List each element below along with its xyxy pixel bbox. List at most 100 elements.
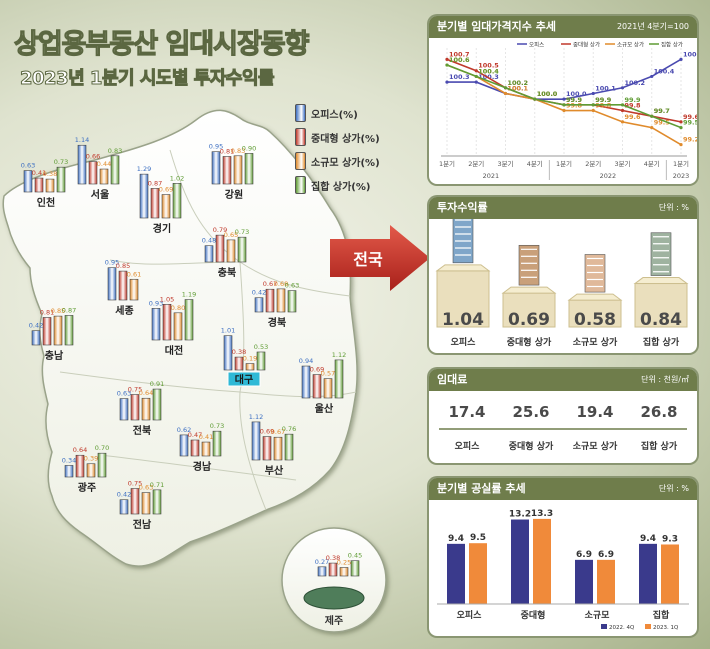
legend-item: 집합 상가(%) [295, 173, 425, 197]
region-bar-value: 0.42 [29, 322, 43, 330]
korea-map: 0.630.410.380.73인천1.140.660.440.83서울1.29… [2, 109, 387, 633]
index-panel-title: 분기별 임대가격지수 추세 [437, 20, 556, 33]
line-point-label: 100.7 [449, 50, 470, 58]
legend-swatch [295, 176, 306, 194]
region-bar-value: 0.62 [177, 426, 191, 434]
region-bar [130, 488, 140, 515]
line-point-label: 100.4 [654, 67, 675, 75]
line-point [474, 69, 478, 73]
region-bar-value: 0.93 [149, 299, 163, 307]
line-point-label: 100.4 [478, 67, 499, 75]
region-bar-value: 0.83 [108, 147, 122, 155]
line-point [503, 91, 508, 96]
line-point [562, 97, 566, 101]
region-bar [107, 267, 117, 301]
returns-pedestal-top [435, 264, 491, 272]
returns-value: 0.84 [640, 310, 682, 330]
region-bar-value: 1.14 [75, 136, 89, 144]
line-point-label: 100.0 [537, 90, 558, 98]
region-bar-value: 0.27 [315, 558, 329, 566]
returns-pedestal-top [501, 286, 557, 294]
region-bar [110, 155, 120, 185]
arrow-label: 전국 [353, 250, 383, 269]
region-bar [53, 315, 63, 346]
index-panel-note: 2021년 4분기=100 [616, 22, 689, 31]
rent-value: 19.4 [576, 403, 613, 421]
region-bar-value: 0.63 [21, 162, 35, 170]
legend-label: 집합 상가(%) [311, 181, 371, 193]
region-bar-value: 0.61 [127, 270, 141, 278]
region-bar [179, 434, 189, 457]
vacancy-bar [511, 519, 529, 604]
region-label: 충남 [45, 349, 64, 362]
region-bar [233, 155, 243, 185]
region-bar-value: 0.87 [148, 179, 162, 187]
line-legend-label: 집합 상가 [661, 41, 683, 49]
line-year-label: 2023 [673, 172, 690, 180]
line-point-label: 100.6 [449, 56, 470, 64]
rent-panel-title: 임대료 [437, 373, 468, 386]
line-point [650, 114, 654, 118]
region-label: 전북 [133, 424, 151, 437]
region-bar [323, 378, 333, 399]
region-bar [254, 297, 264, 313]
region-bar [237, 236, 247, 263]
region-bar [172, 183, 182, 219]
line-point-label: 100.1 [508, 84, 529, 92]
legend-swatch [295, 152, 306, 170]
region-bar-value: 0.80 [171, 304, 185, 312]
region-bar-value: 1.02 [170, 174, 184, 182]
returns-category: 중대형 상가 [507, 336, 552, 348]
region-bar-value: 0.71 [150, 481, 164, 489]
region-label: 부산 [265, 464, 284, 477]
region-bar [150, 188, 160, 219]
region-bar-value: 0.85 [116, 262, 130, 270]
returns-value: 1.04 [442, 310, 484, 330]
line-point-label: 99.9 [595, 96, 612, 104]
line-point [533, 97, 537, 101]
line-point-label: 99.9 [625, 96, 642, 104]
region-bar [184, 299, 194, 341]
region-bar-value: 0.45 [348, 552, 362, 560]
vacancy-bar-value: 13.2 [509, 510, 531, 520]
line-point-label: 99.9 [566, 96, 583, 104]
rent-category: 오피스 [455, 440, 481, 452]
region-bar [287, 290, 297, 313]
line-point [445, 63, 449, 67]
line-point-label: 100.0 [566, 90, 587, 98]
region-bar-value: 1.12 [332, 351, 346, 359]
line-x-tick: 3분기 [497, 159, 513, 168]
legend-item: 중대형 상가(%) [295, 125, 425, 149]
region-group: 0.630.750.640.91 전북 [117, 380, 164, 437]
region-group: 1.12 0.690.670.76 부산 [249, 413, 296, 477]
line-point [620, 108, 625, 113]
region-group: 1.14 0.660.44 0.83 서울 [75, 136, 122, 201]
line-point [591, 108, 595, 113]
region-bar-value: 1.29 [137, 165, 151, 173]
returns-panel: 투자수익률 단위 : % 1.04 오피스 0.69 중대형 상가 0.58 소규모 상가… [429, 197, 697, 353]
rent-value: 26.8 [640, 403, 677, 421]
region-bar-value: 1.19 [182, 291, 196, 299]
region-label: 울산 [315, 402, 334, 415]
region-bar [86, 463, 96, 478]
jeju-island [303, 586, 365, 610]
line-point-label: 100.3 [449, 73, 470, 81]
line-point [474, 80, 478, 84]
region-bar [45, 178, 55, 193]
region-bar [251, 421, 261, 461]
building-icon [650, 232, 672, 276]
vacancy-category: 중대형 [521, 609, 546, 621]
line-point-label: 99.8 [625, 102, 642, 110]
line-x-tick: 1분기 [439, 159, 455, 168]
line-point [679, 120, 683, 124]
region-bar-value: 0.75 [128, 386, 142, 394]
region-group: 0.42 0.750.630.71 전남 [117, 480, 164, 532]
region-bar-value: 0.83 [231, 147, 245, 155]
region-bar-value: 0.63 [285, 282, 299, 290]
line-point-label: 99.9 [595, 96, 612, 104]
region-bar [301, 365, 311, 399]
index-trend-panel: 분기별 임대가격지수 추세 2021년 4분기=100 1분기 2분기 3분기 4분기… [429, 16, 697, 184]
region-bar [97, 452, 107, 478]
region-bar [152, 489, 162, 515]
